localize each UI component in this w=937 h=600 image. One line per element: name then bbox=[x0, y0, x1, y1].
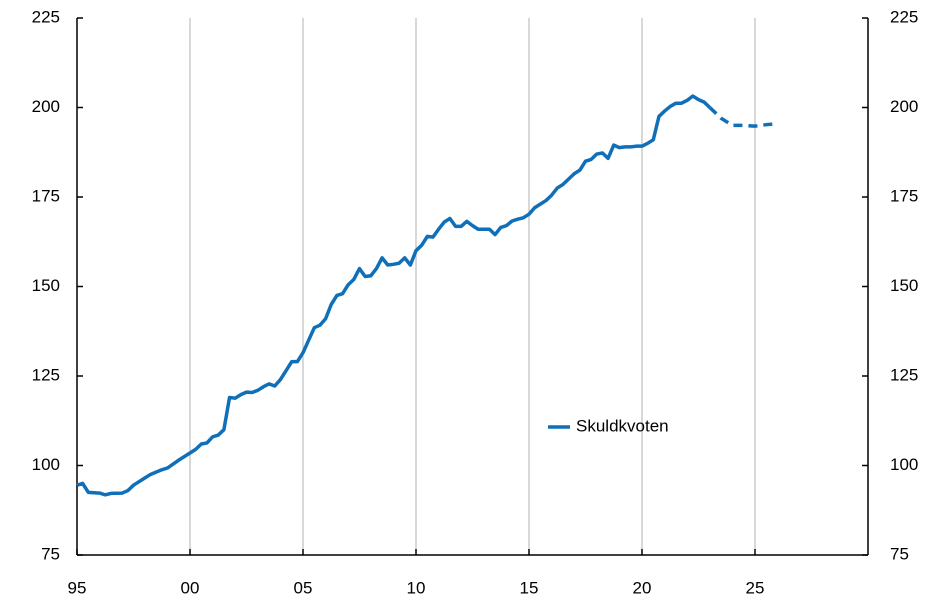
y2-tick-label: 150 bbox=[890, 276, 918, 295]
x-tick-label: 25 bbox=[746, 578, 765, 597]
legend-label: Skuldkvoten bbox=[576, 416, 669, 435]
y2-tick-label: 75 bbox=[890, 544, 909, 563]
y-tick-label: 200 bbox=[32, 97, 60, 116]
y-tick-label: 150 bbox=[32, 276, 60, 295]
y2-tick-label: 125 bbox=[890, 365, 918, 384]
y-tick-label: 225 bbox=[32, 7, 60, 26]
y2-tick-label: 200 bbox=[890, 97, 918, 116]
y2-tick-label: 100 bbox=[890, 455, 918, 474]
y2-tick-label: 175 bbox=[890, 186, 918, 205]
x-tick-label: 00 bbox=[181, 578, 200, 597]
y-tick-label: 175 bbox=[32, 186, 60, 205]
x-tick-label: 15 bbox=[520, 578, 539, 597]
x-tick-label: 10 bbox=[407, 578, 426, 597]
x-tick-label: 20 bbox=[633, 578, 652, 597]
forecast-line bbox=[708, 106, 778, 128]
y-tick-label: 100 bbox=[32, 455, 60, 474]
x-tick-label: 05 bbox=[294, 578, 313, 597]
y-tick-label: 125 bbox=[32, 365, 60, 384]
y-tick-label: 75 bbox=[41, 544, 60, 563]
y2-tick-label: 225 bbox=[890, 7, 918, 26]
x-tick-label: 95 bbox=[68, 578, 87, 597]
data-line bbox=[76, 94, 712, 497]
